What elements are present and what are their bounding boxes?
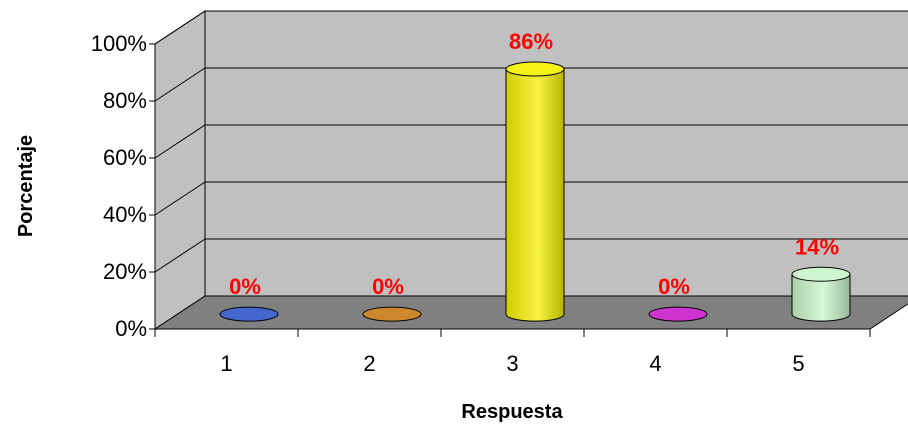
gridline-side	[154, 181, 206, 216]
x-tick-label: 5	[792, 351, 804, 376]
data-label: 0%	[658, 274, 690, 299]
y-tick-label: 100%	[91, 31, 147, 56]
x-axis-title: Respuesta	[461, 401, 563, 423]
y-tick-label: 0%	[115, 316, 147, 341]
y-tick-label: 60%	[103, 145, 147, 170]
bar-top	[505, 61, 565, 77]
y-axis-title: Porcentaje	[15, 135, 37, 237]
bar-5	[791, 266, 851, 322]
bar-top	[219, 306, 279, 322]
gridline-side	[154, 10, 206, 45]
bar-top	[362, 306, 422, 322]
bar-body	[505, 68, 565, 322]
bar-4	[648, 306, 708, 322]
y-tick-label: 20%	[103, 259, 147, 284]
bar-top	[648, 306, 708, 322]
bars	[219, 61, 851, 322]
data-label: 86%	[509, 29, 553, 54]
y-tick-label: 80%	[103, 88, 147, 113]
x-tick-label: 1	[220, 351, 232, 376]
axes: 0% 20% 40% 60% 80% 100% 1 2 3 4 5	[91, 31, 871, 376]
gridline-side	[154, 124, 206, 159]
data-label: 14%	[795, 234, 839, 259]
gridline-side	[154, 67, 206, 102]
x-tick-label: 3	[506, 351, 518, 376]
side-wall	[154, 10, 206, 330]
bar-1	[219, 306, 279, 322]
x-tick-label: 4	[649, 351, 661, 376]
x-tick-label: 2	[363, 351, 375, 376]
data-labels: 0% 0% 86% 0% 14%	[229, 29, 839, 299]
data-label: 0%	[372, 274, 404, 299]
bar-body	[791, 273, 851, 322]
bar-3	[505, 61, 565, 322]
y-tick-label: 40%	[103, 202, 147, 227]
data-label: 0%	[229, 274, 261, 299]
gridline-side	[154, 238, 206, 273]
bar-2	[362, 306, 422, 322]
bar-top	[791, 266, 851, 282]
